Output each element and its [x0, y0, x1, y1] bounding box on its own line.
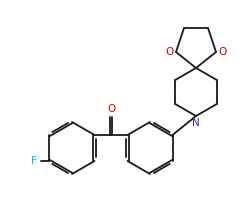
- Text: N: N: [192, 118, 200, 128]
- Text: O: O: [166, 47, 174, 57]
- Text: F: F: [31, 156, 36, 166]
- Text: O: O: [107, 104, 115, 114]
- Text: O: O: [218, 47, 226, 57]
